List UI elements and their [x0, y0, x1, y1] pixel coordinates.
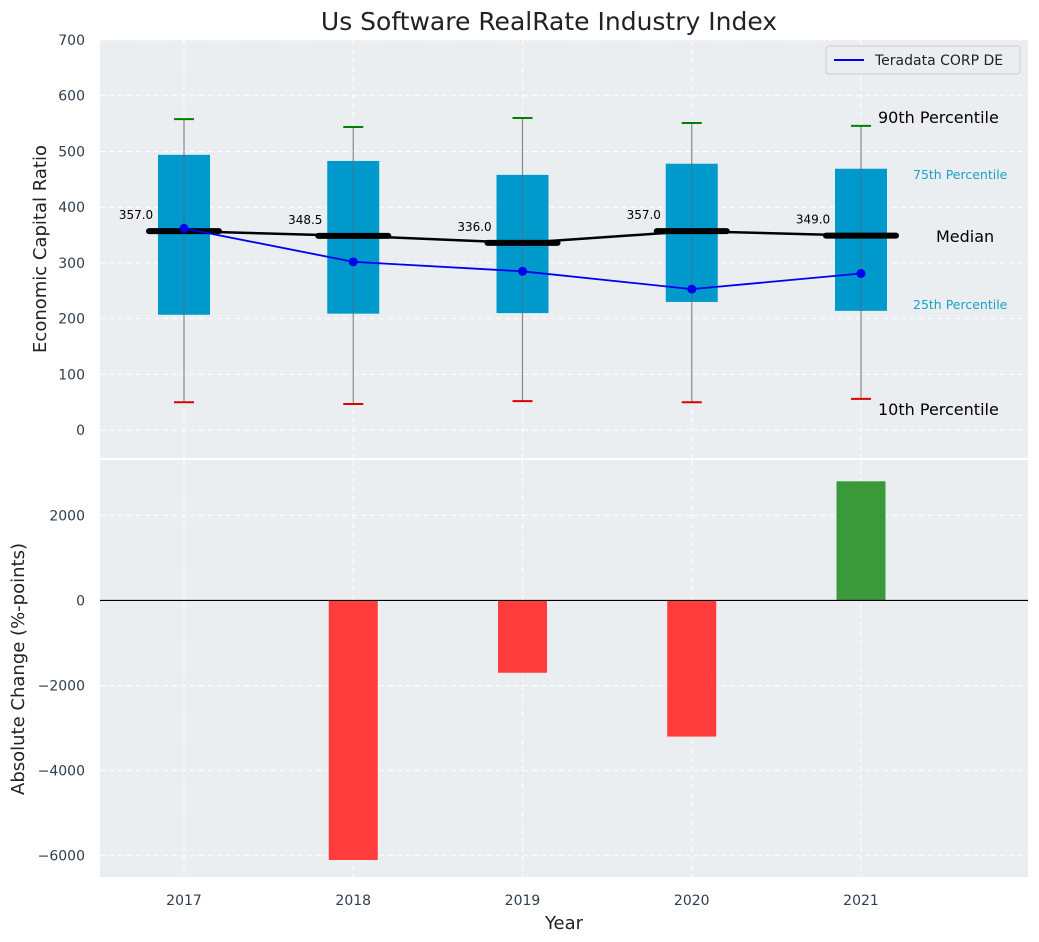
annotation-90th: 90th Percentile	[878, 108, 999, 127]
x-tick-label: 2020	[674, 893, 710, 909]
median-value-label: 357.0	[119, 208, 153, 222]
top-y-tick-label: 400	[58, 200, 85, 216]
top-y-tick-label: 0	[76, 423, 85, 439]
annotation-25th: 25th Percentile	[913, 297, 1008, 312]
legend: Teradata CORP DE	[825, 45, 1021, 75]
x-axis-label: Year	[544, 913, 584, 934]
annotation-75th: 75th Percentile	[913, 167, 1008, 182]
bar-negative	[328, 600, 378, 860]
x-tick-label: 2017	[166, 893, 202, 909]
company-point	[518, 266, 527, 276]
bottom-panel-background	[100, 460, 1028, 877]
x-tick-labels: 2017 2018 2019 2020 2021	[166, 893, 879, 909]
top-y-tick-labels: 0 100 200 300 400 500 600 700	[58, 33, 85, 439]
top-y-tick-label: 100	[58, 367, 85, 383]
top-y-axis-label: Economic Capital Ratio	[30, 145, 51, 353]
median-value-label: 348.5	[288, 213, 322, 227]
legend-box	[825, 45, 1021, 75]
percentile-annotations: 90th Percentile 75th Percentile Median 2…	[878, 108, 1008, 419]
company-point	[687, 284, 697, 294]
top-y-tick-label: 500	[58, 144, 85, 160]
bar-marks	[100, 481, 1028, 860]
x-tick-label: 2018	[335, 893, 371, 909]
top-panel: 0 100 200 300 400 500 600 700 Economic Capital …	[30, 33, 1028, 458]
x-tick-label: 2019	[505, 893, 541, 909]
bottom-y-tick-label: −6000	[38, 849, 85, 865]
bar-negative	[498, 600, 547, 673]
bottom-y-tick-labels: −6000 −4000 −2000 0 2000	[38, 508, 85, 864]
bar-negative	[667, 600, 717, 737]
company-point	[856, 269, 866, 279]
company-point	[348, 257, 358, 267]
top-y-tick-label: 700	[58, 33, 85, 49]
bottom-y-axis-label: Absolute Change (%-points)	[8, 543, 29, 795]
top-y-tick-label: 200	[58, 312, 85, 328]
legend-label-teradata: Teradata CORP DE	[874, 53, 1003, 69]
median-value-label: 336.0	[457, 220, 491, 234]
top-y-tick-label: 600	[58, 89, 85, 105]
box-plot-marks: 357.0 348.5 336.0 357.0 349.0	[119, 117, 899, 405]
annotation-10th: 10th Percentile	[878, 400, 999, 419]
bottom-panel: −6000 −4000 −2000 0 2000 Absolute Change (%-…	[8, 460, 1028, 934]
top-panel-background	[100, 40, 1028, 458]
median-value-label: 349.0	[796, 213, 830, 227]
x-tick-label: 2021	[843, 893, 879, 909]
bottom-y-tick-label: −4000	[38, 764, 85, 780]
top-y-tick-label: 300	[58, 256, 85, 272]
bottom-y-tick-label: 2000	[49, 508, 85, 524]
chart-title: Us Software RealRate Industry Index	[321, 7, 777, 36]
company-point	[179, 223, 189, 233]
median-value-label: 357.0	[627, 208, 661, 222]
bottom-y-tick-label: −2000	[38, 679, 85, 695]
bar-positive	[836, 481, 886, 601]
bottom-y-tick-label: 0	[76, 593, 85, 609]
annotation-median: Median	[936, 227, 994, 246]
